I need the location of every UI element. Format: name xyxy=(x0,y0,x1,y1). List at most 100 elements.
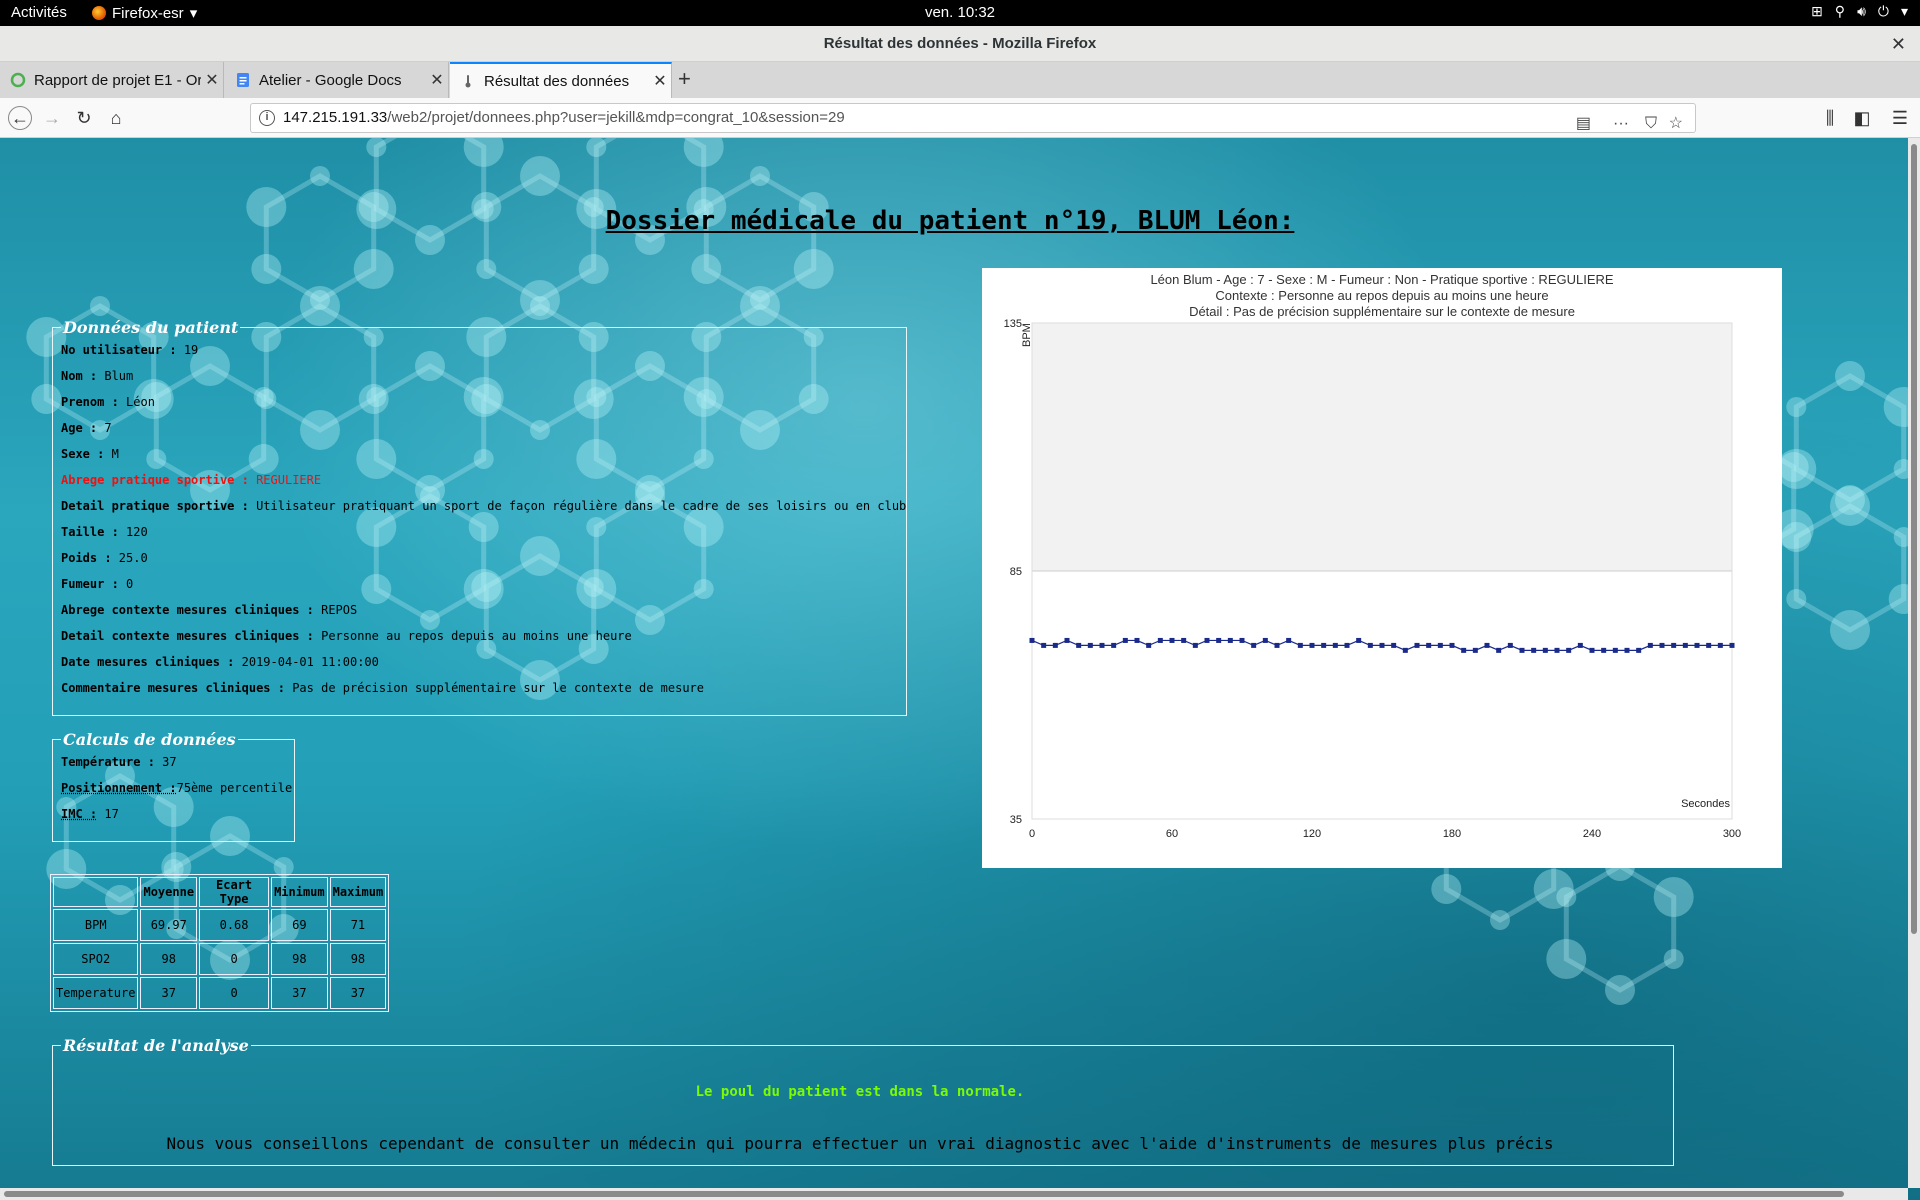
field-row: Prenom : Léon xyxy=(53,389,906,415)
tab-close-icon[interactable]: ✕ xyxy=(430,72,444,89)
field-value: Personne au repos depuis au moins une he… xyxy=(313,629,632,643)
app-menu-label: Firefox-esr xyxy=(112,4,184,22)
hexagon-ring xyxy=(263,173,377,303)
x-tick-label: 300 xyxy=(1723,828,1741,840)
sidebar-icon[interactable]: ◧ xyxy=(1853,108,1871,128)
stats-table: Moyenne Ecart Type Minimum Maximum BPM 69.97 0… xyxy=(50,874,390,1012)
page-actions-icon[interactable]: ··· xyxy=(1613,115,1629,132)
molecule-node xyxy=(696,389,717,409)
data-point xyxy=(1461,647,1467,653)
scrollbar-thumb[interactable] xyxy=(4,1191,1844,1197)
vertical-scrollbar[interactable] xyxy=(1908,138,1920,1188)
molecule-node xyxy=(146,449,167,469)
chart-title-line: Léon Blum - Age : 7 - Sexe : M - Fumeur … xyxy=(1150,272,1613,287)
molecule-node xyxy=(798,192,829,222)
clock[interactable]: ven. 10:32 xyxy=(924,4,996,21)
molecule-node xyxy=(576,189,617,229)
molecule-node xyxy=(415,351,445,381)
field-label: Fumeur : xyxy=(61,577,119,591)
molecule-node xyxy=(1556,887,1577,907)
chart-band xyxy=(1032,323,1732,571)
app-menu[interactable]: Firefox-esr ▾ xyxy=(92,4,197,22)
molecule-node xyxy=(361,574,392,604)
window-titlebar: Résultat des données - Mozilla Firefox ✕ xyxy=(0,26,1920,62)
data-point xyxy=(1297,642,1303,648)
data-point xyxy=(1286,637,1292,643)
data-point xyxy=(1367,642,1373,648)
molecule-node xyxy=(476,259,497,279)
hexagon-ring xyxy=(593,363,707,493)
library-icon[interactable]: ⫼ xyxy=(1825,108,1835,128)
hexagon-ring xyxy=(373,363,487,493)
reload-button[interactable]: ↻ xyxy=(76,108,92,128)
tab-atelier[interactable]: Atelier - Google Docs ✕ xyxy=(225,62,449,98)
table-cell: 71 xyxy=(329,909,387,941)
molecule-node xyxy=(415,475,445,505)
molecule-node xyxy=(471,572,502,602)
molecule-node xyxy=(520,660,560,700)
system-tray[interactable]: ⊞ ⚲ 🔊︎ ⏻ ▾ xyxy=(1811,3,1908,20)
tab-resultat[interactable]: Résultat des données ✕ xyxy=(450,62,672,98)
url-bar[interactable]: i 147.215.191.33/web2/projet/donnees.php… xyxy=(250,103,1696,133)
field-value: 37 xyxy=(154,755,177,769)
activities-button[interactable]: Activités xyxy=(11,4,67,21)
field-label: Sexe : xyxy=(61,447,105,461)
data-point xyxy=(1554,647,1560,653)
molecule-node xyxy=(356,507,397,547)
data-point xyxy=(1706,642,1712,648)
pocket-icon[interactable]: ⛉ xyxy=(1644,115,1657,132)
tab-rapport[interactable]: Rapport de projet E1 - Or ✕ xyxy=(0,62,224,98)
data-point xyxy=(1192,642,1198,648)
menu-icon[interactable]: ☰ xyxy=(1891,108,1909,128)
tab-close-icon[interactable]: ✕ xyxy=(653,73,667,90)
field-row: Nom : Blum xyxy=(53,363,906,389)
data-point xyxy=(1542,647,1548,653)
field-label: Nom : xyxy=(61,369,98,383)
molecule-node xyxy=(210,940,250,980)
molecule-node xyxy=(691,322,722,352)
data-point xyxy=(1601,647,1607,653)
hexagon-ring xyxy=(263,303,377,433)
bookmark-star-icon[interactable]: ☆ xyxy=(1668,115,1683,132)
hexagon-ring xyxy=(703,173,817,303)
data-point xyxy=(1216,637,1222,643)
forward-button[interactable]: → xyxy=(43,108,61,128)
accessibility-icon: ⚲ xyxy=(1834,3,1846,19)
molecule-node xyxy=(166,919,187,939)
molecule-node xyxy=(520,280,560,320)
window-close-button[interactable]: ✕ xyxy=(1890,34,1906,54)
tab-label: Rapport de projet E1 - Or xyxy=(34,71,201,89)
data-point xyxy=(1624,647,1630,653)
data-point xyxy=(1414,642,1420,648)
data-point xyxy=(1612,647,1618,653)
url-host: 147.215.191.33 xyxy=(283,109,388,126)
field-row: Fumeur : 0 xyxy=(53,571,906,597)
data-point xyxy=(1566,647,1572,653)
molecule-node xyxy=(691,254,722,284)
molecule-node xyxy=(1653,877,1694,917)
field-label: Prenom : xyxy=(61,395,119,409)
hexagon-ring xyxy=(153,363,267,493)
molecule-node xyxy=(105,885,135,915)
scrollbar-thumb[interactable] xyxy=(1911,144,1917,934)
data-point xyxy=(1169,637,1175,643)
molecule-node xyxy=(1431,874,1462,904)
column-header xyxy=(53,877,139,907)
data-point xyxy=(1146,642,1152,648)
molecule-node xyxy=(210,816,250,856)
molecule-node xyxy=(273,857,294,877)
field-label: Taille : xyxy=(61,525,119,539)
x-axis-label: Secondes xyxy=(1681,798,1730,810)
molecule-node xyxy=(366,138,387,157)
molecule-node xyxy=(576,569,617,609)
site-info-icon[interactable]: i xyxy=(259,110,275,126)
horizontal-scrollbar[interactable] xyxy=(0,1188,1908,1200)
reader-view-icon[interactable]: ▤ xyxy=(1575,115,1591,132)
new-tab-button[interactable]: + xyxy=(678,66,691,91)
tab-close-icon[interactable]: ✕ xyxy=(205,72,219,89)
hexagon-ring xyxy=(1793,373,1907,503)
volume-icon: 🔊︎ xyxy=(1857,3,1866,19)
molecule-node xyxy=(353,249,394,289)
back-button[interactable]: ← xyxy=(8,106,32,130)
home-button[interactable]: ⌂ xyxy=(110,108,122,128)
